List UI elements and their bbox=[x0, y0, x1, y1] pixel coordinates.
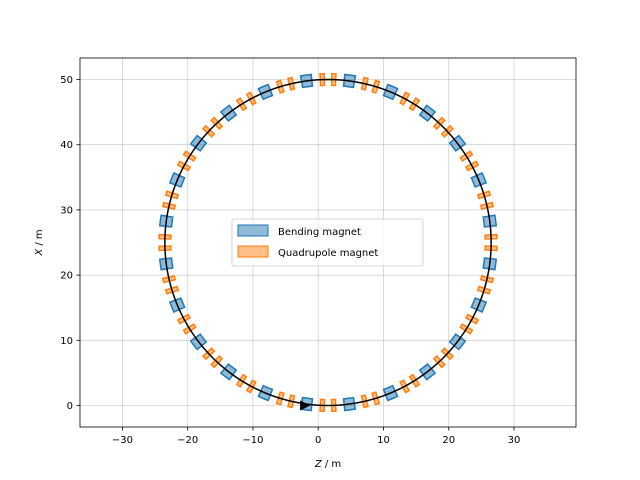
x-tick-label: −20 bbox=[177, 435, 198, 446]
y-tick-label: 20 bbox=[60, 271, 73, 282]
y-tick-label: 50 bbox=[60, 75, 73, 86]
legend-swatch-bending-magnet bbox=[237, 224, 269, 237]
legend-label-quadrupole-magnet: Quadrupole magnet bbox=[278, 248, 378, 259]
x-tick-label: −10 bbox=[242, 435, 263, 446]
x-tick-label: −30 bbox=[112, 435, 133, 446]
x-tick-label: 20 bbox=[442, 435, 455, 446]
y-tick-label: 0 bbox=[67, 401, 73, 412]
legend-frame bbox=[231, 218, 424, 267]
x-axis-label: Z / m bbox=[314, 459, 341, 470]
y-axis-label: X / m bbox=[34, 229, 45, 256]
x-tick-label: 0 bbox=[315, 435, 321, 446]
x-tick-label: 30 bbox=[508, 435, 521, 446]
x-axis: −30 −20 −10 0 10 20 30 bbox=[112, 427, 521, 446]
plot-area bbox=[158, 72, 498, 413]
legend-label-bending-magnet: Bending magnet bbox=[278, 227, 361, 238]
y-axis: 0 10 20 30 40 50 bbox=[60, 75, 80, 412]
legend-swatch-quadrupole-magnet bbox=[237, 245, 269, 258]
y-tick-label: 40 bbox=[60, 140, 73, 151]
y-tick-label: 30 bbox=[60, 205, 73, 216]
beam-direction-marker bbox=[300, 400, 311, 411]
plot-frame bbox=[79, 57, 577, 428]
legend: Bending magnet Quadrupole magnet bbox=[231, 218, 424, 267]
x-tick-label: 10 bbox=[377, 435, 390, 446]
y-tick-label: 10 bbox=[60, 336, 73, 347]
beam-orbit-ring bbox=[164, 78, 492, 407]
